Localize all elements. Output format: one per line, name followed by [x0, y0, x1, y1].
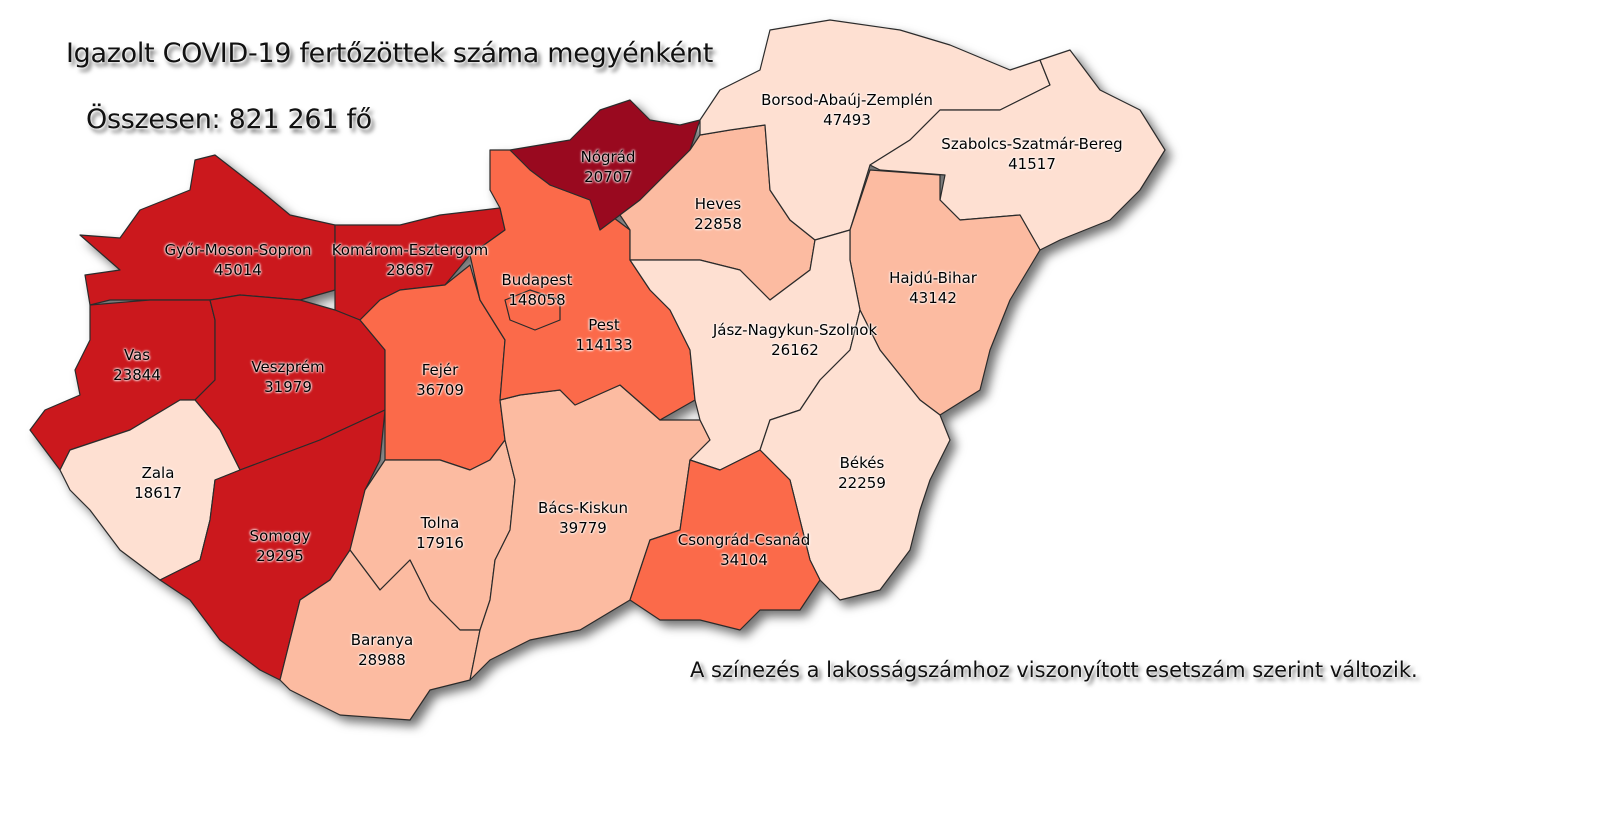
county-name: Győr-Moson-Sopron: [164, 241, 312, 259]
county-case-count: 31979: [264, 378, 312, 396]
county-name: Borsod-Abaúj-Zemplén: [761, 91, 933, 109]
county-case-count: 41517: [1008, 155, 1056, 173]
county-name: Budapest: [501, 271, 573, 289]
county-label-pest: Pest 114133: [575, 315, 632, 355]
county-case-count: 29295: [256, 547, 304, 565]
county-gyor-moson-sopron: [79, 154, 336, 306]
county-name: Veszprém: [251, 358, 325, 376]
county-label-borsod-abauj-zemplen: Borsod-Abaúj-Zemplén 47493: [761, 90, 933, 130]
county-budapest: [504, 289, 561, 331]
county-case-count: 148058: [508, 291, 566, 309]
county-case-count: 17916: [416, 534, 464, 552]
county-label-szabolcs-szatmar-bereg: Szabolcs-Szatmár-Bereg 41517: [941, 134, 1122, 174]
county-label-bekes: Békés 22259: [838, 453, 886, 493]
county-name: Vas: [123, 346, 151, 364]
county-name: Békés: [839, 454, 885, 472]
county-name: Heves: [694, 195, 742, 213]
county-label-tolna: Tolna 17916: [416, 513, 464, 553]
county-case-count: 22259: [838, 474, 886, 492]
county-case-count: 34104: [720, 551, 768, 569]
county-name: Tolna: [420, 514, 460, 532]
county-label-komarom-esztergom: Komárom-Esztergom 28687: [332, 240, 489, 280]
county-name: Pest: [588, 316, 620, 334]
county-csongrad-csanad: [629, 449, 821, 631]
county-label-fejer: Fejér 36709: [416, 360, 464, 400]
county-case-count: 28988: [358, 651, 406, 669]
county-name: Nógrád: [580, 148, 636, 166]
county-name: Baranya: [350, 631, 414, 649]
county-name: Somogy: [249, 527, 311, 545]
color-note: A színezés a lakosságszámhoz viszonyítot…: [690, 658, 1418, 682]
county-name: Zala: [141, 464, 175, 482]
county-label-somogy: Somogy 29295: [250, 526, 311, 566]
county-label-baranya: Baranya 28988: [351, 630, 413, 670]
map-title: Igazolt COVID-19 fertőzöttek száma megyé…: [66, 38, 714, 69]
county-label-budapest: Budapest 148058: [502, 270, 573, 310]
county-case-count: 20707: [584, 168, 632, 186]
county-case-count: 39779: [559, 519, 607, 537]
county-name: Jász-Nagykun-Szolnok: [712, 321, 878, 339]
total-cases: Összesen: 821 261 fő: [86, 104, 372, 135]
county-case-count: 36709: [416, 381, 464, 399]
county-label-gyor-moson-sopron: Győr-Moson-Sopron 45014: [164, 240, 311, 280]
county-case-count: 28687: [386, 261, 434, 279]
county-name: Komárom-Esztergom: [331, 241, 489, 259]
county-label-zala: Zala 18617: [134, 463, 182, 503]
county-case-count: 47493: [823, 111, 871, 129]
county-name: Szabolcs-Szatmár-Bereg: [941, 135, 1123, 153]
county-case-count: 23844: [113, 366, 161, 384]
county-label-nograd: Nógrád 20707: [581, 147, 636, 187]
county-case-count: 22858: [694, 215, 742, 233]
county-name: Bács-Kiskun: [537, 499, 629, 517]
county-label-vas: Vas 23844: [113, 345, 161, 385]
county-case-count: 45014: [214, 261, 262, 279]
county-label-jasz-nagykun-szolnok: Jász-Nagykun-Szolnok 26162: [713, 320, 877, 360]
county-name: Hajdú-Bihar: [889, 269, 977, 287]
county-case-count: 26162: [771, 341, 819, 359]
county-label-csongrad-csanad: Csongrád-Csanád 34104: [678, 530, 811, 570]
county-label-heves: Heves 22858: [694, 194, 742, 234]
county-name: Csongrád-Csanád: [677, 531, 811, 549]
county-case-count: 114133: [575, 336, 633, 354]
county-case-count: 43142: [909, 289, 957, 307]
county-label-hajdu-bihar: Hajdú-Bihar 43142: [889, 268, 977, 308]
county-case-count: 18617: [134, 484, 182, 502]
county-label-bacs-kiskun: Bács-Kiskun 39779: [538, 498, 628, 538]
county-label-veszprem: Veszprém 31979: [251, 357, 324, 397]
county-name: Fejér: [421, 361, 459, 379]
